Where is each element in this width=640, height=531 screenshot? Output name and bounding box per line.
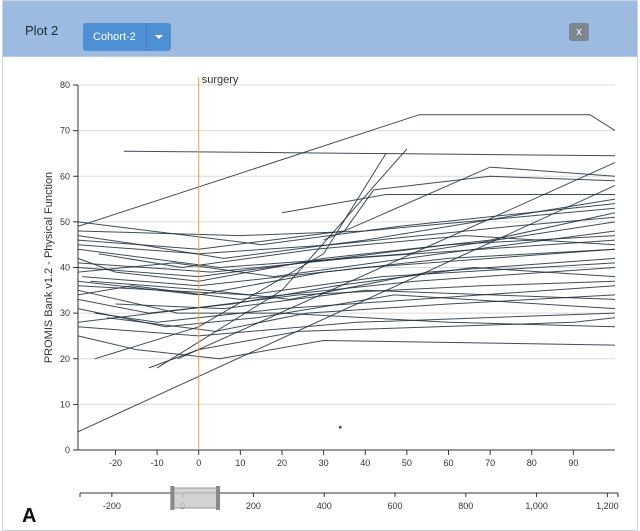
x-tick-label: 70 [485,458,495,468]
series-line [177,162,616,360]
brush-tick-label: 1,200 [596,501,619,511]
series-line [77,267,616,300]
brush-tick-label: 400 [317,501,332,511]
surgery-label: surgery [202,74,239,86]
series-line [107,294,616,332]
series-line [77,212,616,282]
series-line [77,114,616,227]
close-button[interactable]: x [569,23,589,41]
y-tick-label: 80 [60,80,70,90]
series-line [77,239,616,273]
cohort-dropdown-label[interactable]: Cohort-2 [83,23,147,51]
cohort-dropdown[interactable]: Cohort-2 [83,23,171,51]
panel-header: Plot 2 Cohort-2 x [3,1,637,57]
series-line [90,257,616,300]
series-line [123,150,616,157]
brush-tick-label: -200 [103,501,121,511]
series-line [98,235,616,269]
series-line [115,289,616,310]
data-point [338,425,342,429]
x-tick-label: -10 [151,458,164,468]
x-tick-label: -20 [109,458,122,468]
y-tick-label: 40 [60,263,70,273]
y-tick-label: 60 [60,171,70,181]
series-line [323,166,616,241]
brush-tick-label: 1,000 [525,501,548,511]
panel-title: Plot 2 [25,23,59,38]
x-tick-label: 0 [196,458,201,468]
brush-tick-label: 600 [387,501,402,511]
y-tick-label: 50 [60,217,70,227]
series-line [77,248,616,296]
series-line [156,148,408,369]
brush-handle-right[interactable] [216,486,221,510]
y-tick-label: 70 [60,126,70,136]
series-line [77,312,616,337]
series-line [77,335,616,360]
x-tick-label: 60 [443,458,453,468]
series-line [77,184,616,433]
series-line [148,317,616,369]
x-tick-label: 30 [319,458,329,468]
brush-tick-label: 200 [246,501,261,511]
series-line [77,262,616,296]
y-tick-label: 10 [60,399,70,409]
y-tick-label: 20 [60,354,70,364]
x-tick-label: 10 [235,458,245,468]
series-line [77,280,616,323]
series-line [77,198,616,259]
figure-panel-letter: A [22,505,37,527]
chevron-down-icon[interactable] [146,23,171,51]
brush-handle-left[interactable] [170,486,175,510]
x-tick-label: 40 [360,458,370,468]
series-line [77,203,616,246]
series-line [77,294,616,328]
y-axis-label: PROMIS Bank v1.2 - Physical Function [43,172,55,363]
brush-selection[interactable] [171,487,219,509]
x-tick-label: 90 [568,458,578,468]
series-line [281,194,615,214]
x-tick-label: 20 [277,458,287,468]
y-tick-label: 0 [65,445,70,455]
x-tick-label: 50 [402,458,412,468]
series-line [94,153,387,360]
brush-tick-label: 800 [458,501,473,511]
series-line [77,230,616,278]
y-tick-label: 30 [60,308,70,318]
series-line [82,248,616,287]
series-line [94,285,616,323]
x-tick-label: 80 [527,458,537,468]
series-line [77,175,616,250]
